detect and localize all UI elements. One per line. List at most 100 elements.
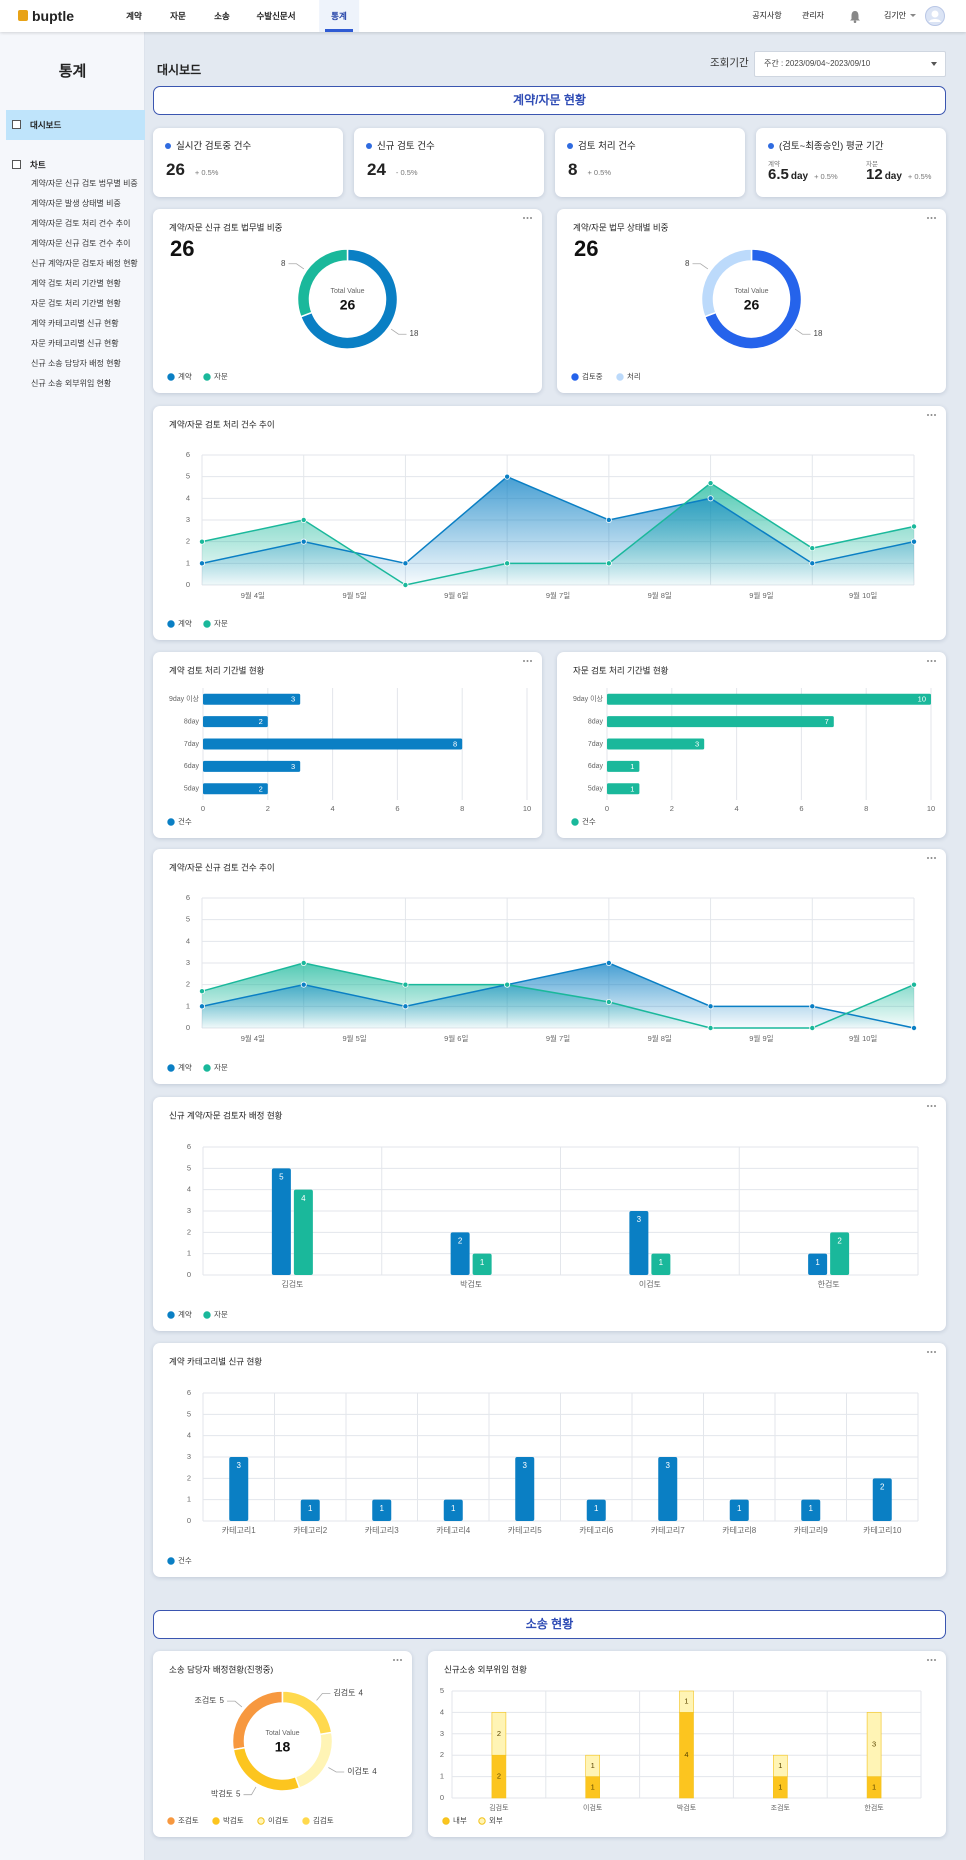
bar	[808, 1253, 828, 1275]
legend-label: 김검토	[313, 1815, 334, 1825]
data-label: 3	[695, 739, 699, 748]
legend-swatch	[442, 1817, 450, 1825]
point	[605, 998, 612, 1005]
y-tick-label: 8day	[184, 718, 200, 725]
bar	[293, 1189, 313, 1275]
kpi-change: + 0.5%	[587, 168, 612, 177]
center-total: 26	[340, 297, 356, 313]
y-tick-label: 9day 이상	[169, 694, 200, 703]
y-tick-label: 6	[187, 1388, 191, 1397]
more-dot	[927, 660, 929, 662]
kpi-label-text: (검토~최종승인) 평균 기간	[779, 141, 884, 152]
sidebar-link[interactable]: 신규 소송 담당자 배정 현황	[31, 359, 121, 368]
bar	[203, 783, 268, 795]
y-tick-label: 6	[186, 450, 190, 459]
more-menu[interactable]	[523, 217, 532, 219]
point	[809, 1024, 816, 1031]
data-label: 3	[637, 1215, 642, 1224]
chart-title: 계약/자문 신규 검토 법무별 비중	[169, 222, 283, 232]
more-dot	[934, 217, 936, 219]
legend-swatch	[571, 373, 579, 381]
x-tick-label: 2	[670, 804, 674, 813]
sidebar-link[interactable]: 계약/자문 신규 검토 건수 추이	[31, 239, 131, 248]
user-name[interactable]: 김기안	[883, 11, 907, 20]
leader-line	[390, 328, 407, 335]
sidebar-title: 통계	[58, 63, 87, 80]
more-menu[interactable]	[927, 660, 936, 662]
nav-menu-item[interactable]: 수발신문서	[256, 11, 296, 21]
kpi-change: + 0.5%	[814, 172, 838, 181]
x-tick-label: 이검토	[583, 1803, 603, 1812]
sidebar-link[interactable]: 계약 검토 처리 기간별 현황	[31, 279, 121, 288]
kpi-unit: day	[790, 171, 809, 182]
sidebar-link[interactable]: 자문 검토 처리 기간별 현황	[31, 299, 121, 308]
data-label-value: 5	[220, 1696, 225, 1705]
nav-menu-item[interactable]: 소송	[214, 11, 230, 21]
data-label: 조검토 5	[194, 1695, 224, 1705]
chart-card: 계약/자문 법무 상태별 비중 26 18 8 Total Value 26 검토중 처리	[557, 209, 946, 393]
sidebar-link[interactable]: 계약/자문 신규 검토 법무별 비중	[31, 179, 138, 188]
sidebar-link[interactable]: 신규 소송 외부위임 현황	[31, 379, 112, 388]
nav-menu-item[interactable]: 계약	[126, 11, 142, 21]
point	[707, 495, 714, 502]
kpi-dot	[165, 143, 171, 150]
chart: 계약/자문 신규 검토 법무별 비중 26 18 8 Total Value 26 계약 자문	[167, 217, 532, 381]
bell-icon[interactable]	[849, 10, 861, 23]
data-label: 3	[523, 1461, 528, 1470]
nav-menu-item[interactable]: 자문	[170, 11, 186, 21]
bar	[607, 783, 640, 795]
y-tick-label: 5	[186, 915, 190, 924]
nav-link[interactable]: 관리자	[801, 11, 825, 20]
legend-swatch	[257, 1817, 265, 1825]
donut-segment	[296, 248, 349, 318]
nav-link[interactable]: 공지사항	[752, 11, 782, 20]
bar	[658, 1457, 678, 1521]
more-dot	[927, 217, 929, 219]
data-label: 4	[684, 1750, 688, 1759]
y-tick-label: 0	[186, 1023, 190, 1032]
more-dot	[934, 1351, 936, 1353]
more-menu[interactable]	[523, 660, 532, 662]
more-menu[interactable]	[393, 1659, 402, 1661]
kpi-card: 실시간 검토중 건수 26 + 0.5%	[153, 128, 343, 197]
sidebar-link[interactable]: 계약/자문 발생 상태별 비중	[31, 199, 121, 208]
kpi-value-row: 8 + 0.5%	[568, 160, 611, 180]
data-label-value: 8	[281, 259, 286, 268]
sidebar-link[interactable]: 계약 카테고리별 신규 현황	[31, 319, 119, 328]
chart-title: 계약/자문 신규 검토 건수 추이	[169, 862, 275, 872]
nav-menu-item[interactable]: 통계	[319, 0, 359, 32]
more-menu[interactable]	[927, 1351, 936, 1353]
sidebar-link[interactable]: 신규 계약/자문 검토자 배정 현황	[31, 259, 138, 268]
data-label: 18	[814, 329, 823, 338]
logo[interactable]: buptle	[32, 8, 74, 24]
kpi-dot	[366, 143, 372, 150]
chart-card: 계약/자문 검토 처리 건수 추이 0 1 2 3 4 5 6 9월 4일 9월 5일 9월 6일 9…	[153, 406, 946, 640]
sidebar-item[interactable]: 대시보드	[6, 110, 145, 140]
y-tick-label: 0	[186, 580, 190, 589]
y-tick-label: 1	[440, 1772, 444, 1781]
legend-swatch	[167, 818, 175, 826]
more-dot	[930, 857, 933, 859]
period-select[interactable]: 주간 : 2023/09/04~2023/09/10	[754, 51, 946, 77]
legend-label: 이검토	[268, 1815, 289, 1825]
sidebar-item[interactable]: 차트	[30, 160, 46, 170]
more-menu[interactable]	[927, 414, 936, 416]
more-dot	[523, 217, 525, 219]
more-menu[interactable]	[927, 857, 936, 859]
bar	[607, 693, 931, 705]
more-menu[interactable]	[927, 1105, 936, 1107]
legend-swatch	[203, 1311, 211, 1319]
kpi-value: 6.5	[768, 166, 789, 183]
y-tick-label: 5	[186, 472, 190, 481]
more-menu[interactable]	[927, 1659, 936, 1661]
kpi-card: 신규 검토 건수 24 - 0.5%	[354, 128, 544, 197]
leader-line	[692, 263, 709, 270]
legend-label: 자문	[214, 1063, 228, 1072]
sidebar-link[interactable]: 계약/자문 검토 처리 건수 추이	[31, 219, 131, 228]
point	[199, 1003, 206, 1010]
avatar[interactable]	[925, 6, 945, 26]
x-tick-label: 한검토	[818, 1279, 840, 1289]
more-menu[interactable]	[927, 217, 936, 219]
sidebar-link[interactable]: 자문 카테고리별 신규 현황	[31, 339, 119, 348]
